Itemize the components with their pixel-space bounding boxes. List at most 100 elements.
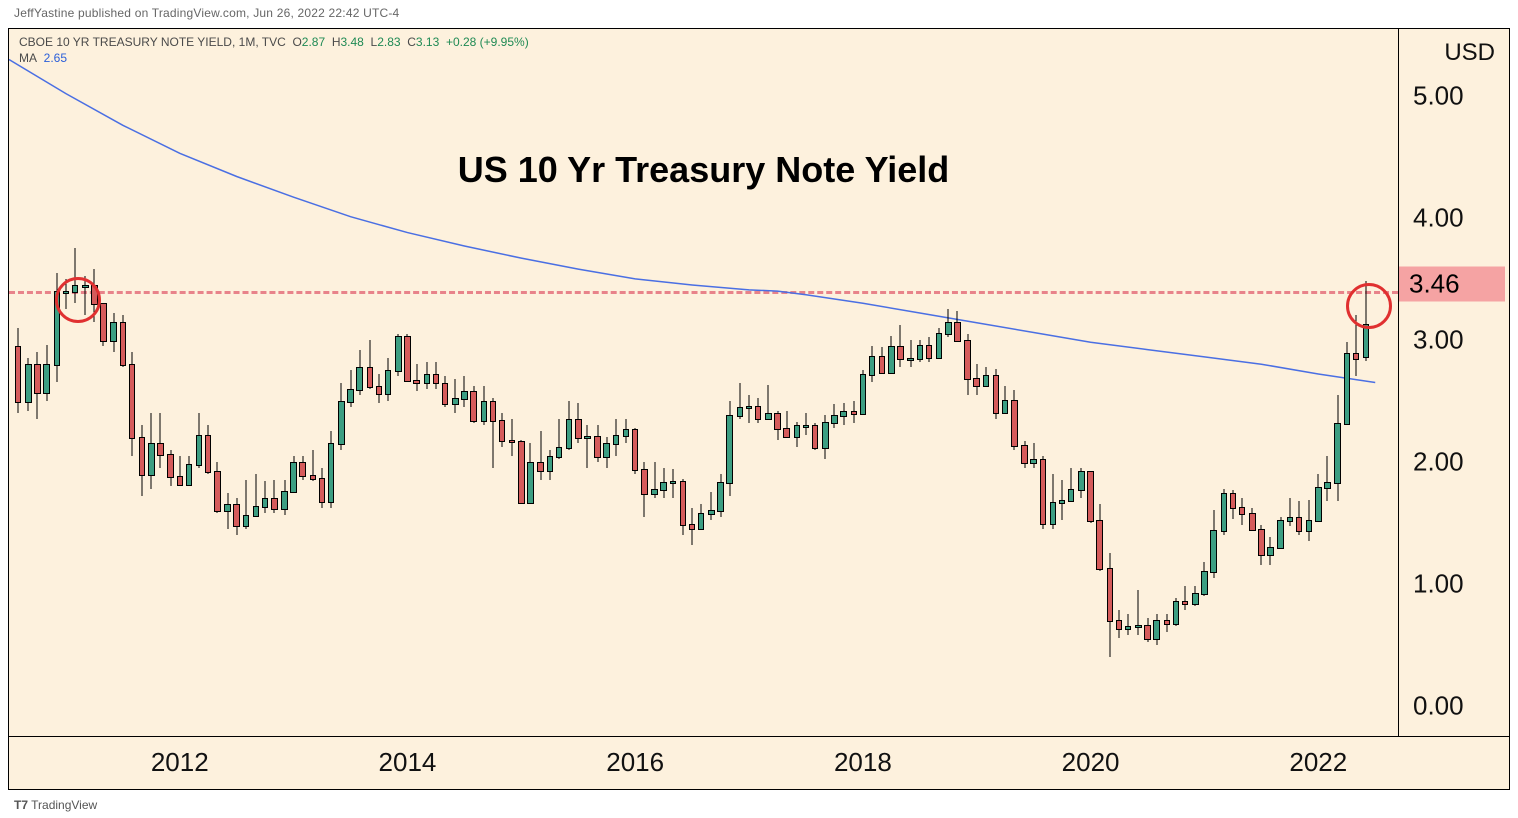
candle [157, 29, 164, 736]
candle [603, 29, 610, 736]
candle [680, 29, 687, 736]
candle [224, 29, 231, 736]
candle [1002, 29, 1009, 736]
candle [879, 29, 886, 736]
x-tick: 2016 [606, 747, 664, 778]
candle [376, 29, 383, 736]
candle [547, 29, 554, 736]
candle [717, 29, 724, 736]
candle [499, 29, 506, 736]
candle [651, 29, 658, 736]
candle [623, 29, 630, 736]
candle [1125, 29, 1132, 736]
candle [233, 29, 240, 736]
candle [632, 29, 639, 736]
candle [917, 29, 924, 736]
candle [803, 29, 810, 736]
candle [15, 29, 22, 736]
candle [1192, 29, 1199, 736]
candle [395, 29, 402, 736]
candle [851, 29, 858, 736]
candle [594, 29, 601, 736]
candle [1201, 29, 1208, 736]
candle [281, 29, 288, 736]
candle [1135, 29, 1142, 736]
candle [271, 29, 278, 736]
candle [481, 29, 488, 736]
candle [310, 29, 317, 736]
candle [1107, 29, 1114, 736]
candle [205, 29, 212, 736]
x-tick: 2022 [1289, 747, 1347, 778]
candle [1030, 29, 1037, 736]
candle [129, 29, 136, 736]
candle [262, 29, 269, 736]
candle [584, 29, 591, 736]
candle [1287, 29, 1294, 736]
candle [983, 29, 990, 736]
candle [698, 29, 705, 736]
candle [1258, 29, 1265, 736]
candle [1153, 29, 1160, 736]
y-axis[interactable]: USD 0.001.002.003.004.005.003.46 [1399, 29, 1509, 737]
candle [1040, 29, 1047, 736]
y-tick: 3.00 [1413, 324, 1464, 355]
tradingview-watermark: T7 TradingView [14, 798, 97, 812]
candle [527, 29, 534, 736]
candle [774, 29, 781, 736]
x-tick: 2014 [379, 747, 437, 778]
y-tick: 1.00 [1413, 568, 1464, 599]
candle [63, 29, 70, 736]
candle [139, 29, 146, 736]
y-tick: 2.00 [1413, 446, 1464, 477]
candle [708, 29, 715, 736]
candle [973, 29, 980, 736]
candle [120, 29, 127, 736]
candle [812, 29, 819, 736]
y-axis-unit: USD [1444, 39, 1495, 67]
candle [1230, 29, 1237, 736]
candle [100, 29, 107, 736]
candle [537, 29, 544, 736]
candle [338, 29, 345, 736]
chart-plot[interactable]: CBOE 10 YR TREASURY NOTE YIELD, 1M, TVC … [9, 29, 1399, 737]
candle [1068, 29, 1075, 736]
candle [1277, 29, 1284, 736]
candle [518, 29, 525, 736]
highlight-circle [55, 277, 101, 323]
candle [888, 29, 895, 736]
candle [1315, 29, 1322, 736]
candle [177, 29, 184, 736]
candle [765, 29, 772, 736]
candle [575, 29, 582, 736]
candle [1267, 29, 1274, 736]
highlight-circle [1346, 283, 1392, 329]
candle [214, 29, 221, 736]
candle [1087, 29, 1094, 736]
candle [737, 29, 744, 736]
x-axis[interactable]: 201220142016201820202022 [9, 737, 1399, 789]
candle [794, 29, 801, 736]
candle [413, 29, 420, 736]
candle [1116, 29, 1123, 736]
candle [404, 29, 411, 736]
candle [907, 29, 914, 736]
candle [148, 29, 155, 736]
candle [1363, 29, 1370, 736]
chart-container: CBOE 10 YR TREASURY NOTE YIELD, 1M, TVC … [8, 28, 1510, 790]
candle [1011, 29, 1018, 736]
candle [726, 29, 733, 736]
candle [746, 29, 753, 736]
candle [660, 29, 667, 736]
candle [328, 29, 335, 736]
candle [1221, 29, 1228, 736]
candle [566, 29, 573, 736]
candle [1164, 29, 1171, 736]
candle [319, 29, 326, 736]
candle [641, 29, 648, 736]
candle [689, 29, 696, 736]
candle [1050, 29, 1057, 736]
candle [91, 29, 98, 736]
candle [452, 29, 459, 736]
candle [755, 29, 762, 736]
